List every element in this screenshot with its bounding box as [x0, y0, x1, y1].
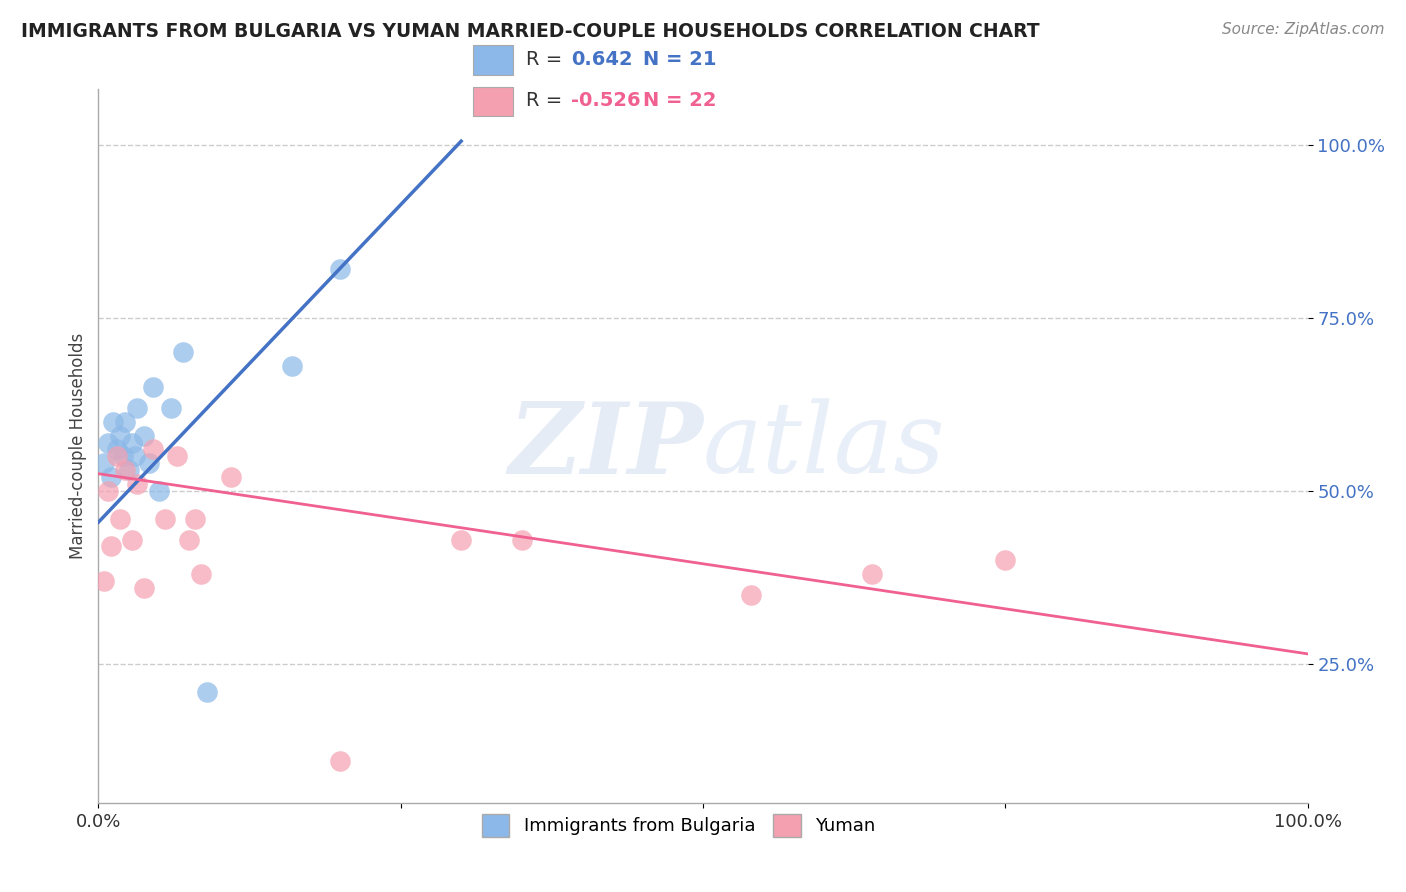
Point: [105, 442, 128, 457]
Point: [134, 428, 156, 442]
Point: [93, 574, 115, 588]
Point: [124, 450, 146, 464]
Point: [105, 450, 128, 464]
Point: [142, 380, 165, 394]
Point: [221, 470, 243, 484]
Legend: Immigrants from Bulgaria, Yuman: Immigrants from Bulgaria, Yuman: [475, 807, 883, 844]
Point: [97, 483, 120, 498]
Point: [184, 512, 207, 526]
Point: [153, 512, 176, 526]
Point: [994, 553, 1017, 567]
Point: [450, 533, 472, 547]
Text: atlas: atlas: [703, 399, 946, 493]
Point: [111, 450, 134, 464]
Point: [138, 456, 160, 470]
Point: [329, 262, 352, 277]
Y-axis label: Married-couple Households: Married-couple Households: [69, 333, 87, 559]
Point: [108, 428, 131, 442]
Text: IMMIGRANTS FROM BULGARIA VS YUMAN MARRIED-COUPLE HOUSEHOLDS CORRELATION CHART: IMMIGRANTS FROM BULGARIA VS YUMAN MARRIE…: [21, 22, 1039, 41]
Point: [510, 533, 533, 547]
Point: [148, 483, 170, 498]
Point: [127, 477, 149, 491]
Point: [172, 345, 194, 359]
Text: -0.526: -0.526: [571, 91, 640, 111]
Point: [134, 581, 156, 595]
Point: [121, 533, 143, 547]
Point: [93, 456, 115, 470]
Point: [179, 533, 201, 547]
FancyBboxPatch shape: [474, 87, 513, 116]
Text: R =: R =: [526, 50, 568, 70]
Point: [860, 567, 883, 582]
Text: N = 22: N = 22: [644, 91, 717, 111]
Text: 0.642: 0.642: [571, 50, 633, 70]
Point: [160, 401, 183, 415]
Point: [108, 512, 131, 526]
FancyBboxPatch shape: [474, 45, 513, 75]
Point: [114, 463, 136, 477]
Point: [740, 588, 762, 602]
Point: [142, 442, 165, 457]
Text: N = 21: N = 21: [644, 50, 717, 70]
Point: [195, 685, 218, 699]
Point: [281, 359, 304, 374]
Point: [100, 540, 122, 554]
Point: [329, 754, 352, 768]
Text: ZIP: ZIP: [508, 398, 703, 494]
Point: [166, 450, 188, 464]
Point: [97, 435, 120, 450]
Point: [121, 435, 143, 450]
Point: [118, 463, 141, 477]
Text: R =: R =: [526, 91, 568, 111]
Point: [127, 401, 149, 415]
Point: [100, 470, 122, 484]
Text: Source: ZipAtlas.com: Source: ZipAtlas.com: [1222, 22, 1385, 37]
Point: [114, 415, 136, 429]
Point: [101, 415, 124, 429]
Point: [190, 567, 212, 582]
